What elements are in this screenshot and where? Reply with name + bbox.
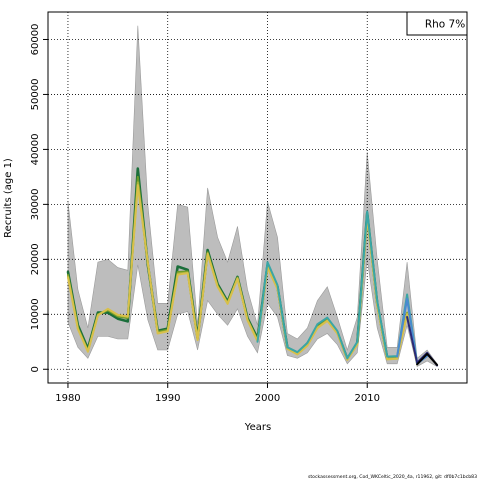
footnote: stockassessment.org, Cod_WKCeltic_2020_4… [308, 474, 477, 480]
y-tick-label-50000: 50000 [30, 79, 41, 111]
y-axis-title: Recruits (age 1) [3, 158, 14, 238]
legend-box [406, 11, 468, 36]
y-tick-label-60000: 60000 [30, 24, 41, 56]
plot-frame [47, 11, 468, 384]
series-layer [66, 167, 439, 367]
y-tick-label-30000: 30000 [30, 188, 41, 220]
axis-layer: 1980 1990 2000 2010 0 10000 20000 30000 40000 500… [30, 24, 380, 404]
y-tick-label-10000: 10000 [30, 298, 41, 330]
y-tick-label-20000: 20000 [30, 243, 41, 275]
x-tick-label-2000: 2000 [255, 393, 280, 404]
series-line-8 [416, 352, 439, 366]
x-axis-title: Years [244, 422, 271, 433]
legend-text: Rho 7% [425, 19, 465, 31]
y-tick-label-0: 0 [30, 366, 41, 372]
x-tick-label-1990: 1990 [155, 393, 180, 404]
y-tick-label-40000: 40000 [30, 134, 41, 166]
x-tick-label-2010: 2010 [355, 393, 380, 404]
legend: Rho 7% [406, 11, 468, 36]
x-tick-label-1980: 1980 [55, 393, 80, 404]
